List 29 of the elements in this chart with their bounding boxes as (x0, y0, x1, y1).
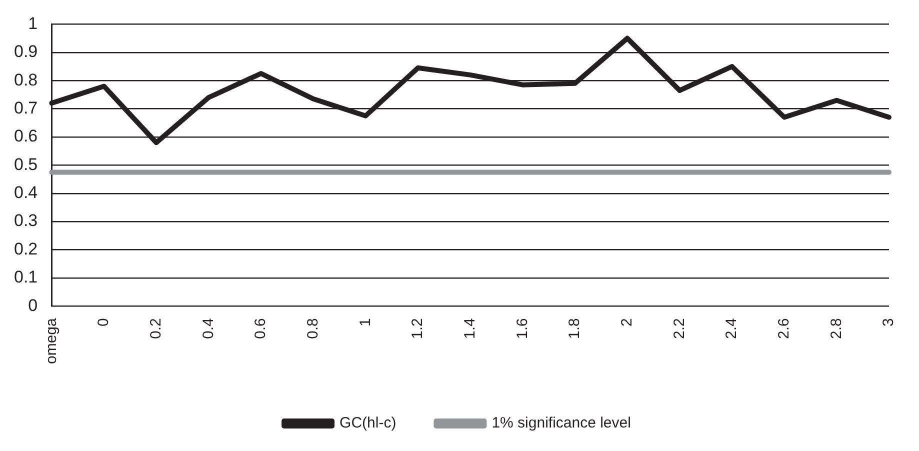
y-tick-label: 1 (28, 14, 38, 33)
x-tick-label: 1.6 (514, 318, 531, 339)
y-tick-label: 0.6 (14, 126, 38, 146)
x-tick-label: 2.8 (828, 318, 845, 339)
x-tick-label: 1 (356, 318, 374, 326)
x-tick-label: 2.6 (775, 318, 792, 339)
y-tick-label: 0.3 (14, 211, 38, 230)
legend-label: 1% significance level (492, 414, 631, 432)
x-tick-label: 0.6 (252, 318, 270, 339)
x-tick-label: 1.4 (461, 318, 478, 339)
x-tick-label: 2.2 (670, 318, 688, 339)
x-tick-label: 1.2 (409, 318, 426, 339)
y-tick-label: 0.8 (14, 70, 38, 90)
x-tick-label: 3 (880, 318, 898, 326)
x-tick-label: 0.2 (147, 318, 164, 339)
y-tick-label: 0.2 (14, 239, 38, 258)
y-tick-label: 0.5 (14, 154, 38, 174)
y-tick-label: 0.1 (14, 268, 38, 287)
y-tick-label: 0.9 (14, 42, 38, 62)
x-tick-label: 0 (95, 318, 112, 326)
x-tick-label: 1.8 (566, 318, 584, 339)
y-tick-label: 0.7 (14, 98, 38, 118)
legend-label: GC(hl-c) (340, 414, 396, 432)
x-tick-label: 0.4 (200, 318, 217, 339)
x-tick-label: 0.8 (304, 318, 322, 339)
y-tick-label: 0.4 (14, 183, 38, 202)
x-tick-label: omega (42, 317, 60, 364)
x-tick-label: 2.4 (723, 318, 740, 339)
x-tick-label: 2 (618, 318, 636, 326)
